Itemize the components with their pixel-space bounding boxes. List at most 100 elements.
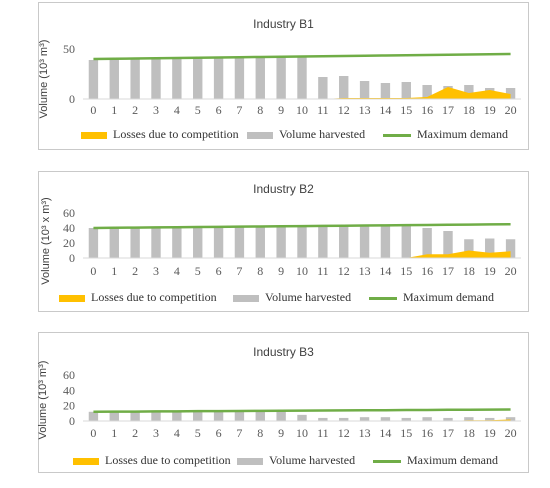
legend-item-demand: Maximum demand	[369, 290, 494, 305]
x-tick-label: 19	[484, 264, 496, 278]
bar-volume-harvested	[339, 225, 349, 258]
x-tick-label: 16	[421, 426, 433, 440]
x-tick-label: 11	[317, 103, 329, 117]
x-tick-label: 4	[174, 103, 180, 117]
x-tick-label: 15	[400, 426, 412, 440]
bar-volume-harvested	[359, 81, 370, 99]
bar-volume-harvested	[380, 417, 391, 421]
x-tick-label: 10	[296, 264, 308, 278]
bar-volume-harvested	[422, 85, 432, 99]
bar-volume-harvested	[193, 227, 203, 258]
bar-volume-harvested	[172, 58, 182, 99]
bar-volume-harvested	[172, 227, 182, 258]
line-maximum-demand	[93, 408, 511, 414]
bar-volume-harvested	[464, 85, 474, 99]
x-tick-label: 9	[278, 103, 284, 117]
bar-volume-harvested	[359, 225, 370, 258]
bar-volume-harvested	[130, 228, 140, 258]
x-tick-label: 17	[442, 426, 454, 440]
bar-volume-harvested	[464, 239, 474, 258]
y-tick-label: 0	[69, 92, 75, 106]
x-tick-label: 8	[257, 103, 263, 117]
x-tick-label: 13	[359, 426, 371, 440]
bar-volume-harvested	[151, 227, 161, 258]
x-tick-label: 18	[463, 103, 475, 117]
bar-volume-harvested	[276, 411, 286, 421]
legend-item-harvested: Volume harvested	[237, 453, 355, 468]
x-tick-label: 5	[195, 426, 201, 440]
y-tick-label: 50	[63, 42, 75, 56]
chart-title: Industry B2	[253, 182, 314, 196]
bar-volume-harvested	[464, 417, 474, 421]
legend-label: Volume harvested	[265, 290, 352, 304]
chart-panel-b2: Industry B2 0 20 40 60 0 1 2 3 4 5 6 7 8 9 10 11 12 13 14 1…	[38, 171, 529, 312]
x-tick-label: 19	[484, 426, 496, 440]
x-tick-label: 11	[317, 264, 329, 278]
line-maximum-demand	[93, 223, 511, 230]
bar-volume-harvested	[213, 58, 224, 99]
x-tick-label: 3	[153, 264, 159, 278]
bar-volume-harvested	[213, 227, 224, 258]
x-tick-label: 5	[195, 264, 201, 278]
bar-volume-harvested	[485, 417, 495, 421]
x-tick-label: 2	[132, 103, 138, 117]
x-tick-label: 10	[296, 103, 308, 117]
x-tick-label: 14	[379, 103, 391, 117]
x-tick-label: 20	[505, 103, 517, 117]
bar-volume-harvested	[318, 77, 328, 99]
legend-label: Volume harvested	[269, 453, 356, 467]
x-tick-label: 5	[195, 103, 201, 117]
x-tick-label: 1	[111, 103, 117, 117]
bar-volume-harvested	[422, 417, 432, 421]
x-tick-label: 10	[296, 426, 308, 440]
bar-volume-harvested	[276, 226, 286, 258]
y-tick-label: 60	[63, 368, 75, 382]
x-tick-label: 18	[463, 426, 475, 440]
chart-title: Industry B1	[253, 17, 314, 31]
legend-label: Losses due to competition	[105, 453, 231, 467]
bar-volume-harvested	[276, 57, 286, 99]
bar-volume-harvested	[297, 56, 307, 99]
bar-volume-harvested	[255, 411, 265, 421]
bar-volume-harvested	[401, 417, 411, 421]
y-axis-label: Volume (10³ m³)	[38, 39, 50, 119]
x-tick-label: 1	[111, 264, 117, 278]
bar-volume-harvested	[234, 411, 245, 421]
line-maximum-demand	[93, 52, 511, 61]
y-axis-label: Volume (10³ m³)	[37, 360, 49, 440]
x-tick-label: 4	[174, 264, 180, 278]
bar-volume-harvested	[109, 228, 119, 258]
bar-volume-harvested	[213, 411, 224, 421]
y-tick-label: 0	[69, 414, 75, 428]
x-tick-label: 2	[132, 426, 138, 440]
bar-volume-harvested	[505, 239, 516, 258]
x-tick-label: 7	[236, 264, 242, 278]
legend-swatch-harvested	[233, 294, 259, 302]
legend-item-losses: Losses due to competition	[59, 290, 217, 305]
x-tick-label: 16	[421, 103, 433, 117]
bar-volume-harvested	[422, 228, 432, 258]
y-tick-label: 60	[63, 206, 75, 220]
chart-title: Industry B3	[253, 345, 314, 359]
bar-volume-harvested	[88, 411, 99, 421]
bar-volume-harvested	[88, 228, 99, 258]
bar-volume-harvested	[339, 76, 349, 99]
bar-volume-harvested	[443, 231, 453, 258]
legend-item-losses: Losses due to competition	[81, 127, 239, 142]
bar-volume-harvested	[109, 411, 119, 421]
legend-label: Volume harvested	[279, 127, 366, 141]
x-tick-label: 12	[338, 426, 350, 440]
x-tick-label: 3	[153, 426, 159, 440]
bar-volume-harvested	[130, 59, 140, 99]
x-tick-label: 15	[400, 264, 412, 278]
bar-volume-harvested	[443, 417, 453, 421]
x-tick-label: 6	[216, 103, 222, 117]
legend-swatch-harvested	[237, 457, 263, 465]
y-tick-label: 40	[63, 383, 75, 397]
legend-swatch-losses	[59, 294, 85, 302]
x-tick-label: 14	[379, 264, 391, 278]
bar-volume-harvested	[297, 414, 307, 421]
bar-volume-harvested	[193, 411, 203, 421]
